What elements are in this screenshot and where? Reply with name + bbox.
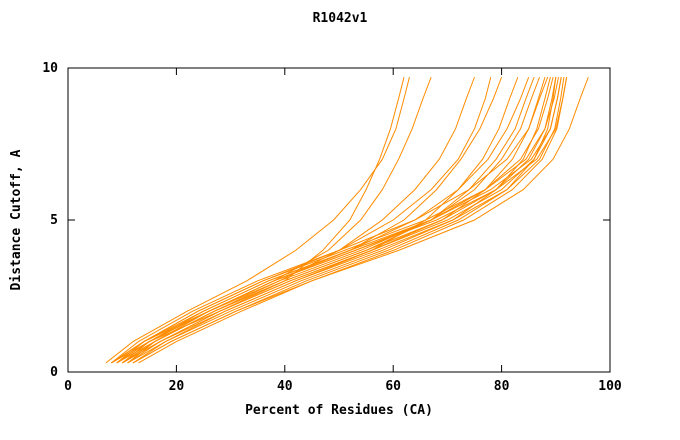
- series-line: [116, 76, 492, 364]
- chart-title: R1042v1: [313, 11, 368, 26]
- x-axis-label: Percent of Residues (CA): [245, 403, 433, 418]
- series-line: [127, 77, 568, 364]
- plot-border: [67, 67, 611, 373]
- series-line: [132, 77, 565, 364]
- y-tick-label: 5: [50, 213, 58, 228]
- series-line: [111, 76, 432, 364]
- series-line: [116, 76, 503, 364]
- x-tick-label: 0: [64, 379, 72, 394]
- series-line: [111, 76, 549, 364]
- series-line: [121, 76, 535, 364]
- axis-ticks: [67, 67, 611, 373]
- x-tick-label: 80: [494, 379, 510, 394]
- x-tick-label: 60: [385, 379, 401, 394]
- series-line: [111, 76, 530, 364]
- series-line: [116, 76, 475, 364]
- y-tick-label: 0: [50, 365, 58, 380]
- series-lines: [105, 76, 589, 364]
- series-line: [121, 77, 557, 364]
- series-line: [116, 76, 541, 364]
- series-line: [138, 77, 568, 364]
- x-tick-label: 40: [277, 379, 293, 394]
- tick-labels: 0 20 40 60 80 100 0 5 10: [42, 61, 622, 394]
- x-tick-label: 20: [169, 379, 185, 394]
- x-tick-label: 100: [598, 379, 622, 394]
- series-line: [116, 77, 559, 364]
- y-axis-label: Distance Cutoff, A: [9, 149, 24, 290]
- series-line: [105, 76, 410, 364]
- series-line: [111, 76, 405, 364]
- series-line: [121, 77, 562, 364]
- y-tick-label: 10: [42, 61, 58, 76]
- series-line: [132, 76, 589, 364]
